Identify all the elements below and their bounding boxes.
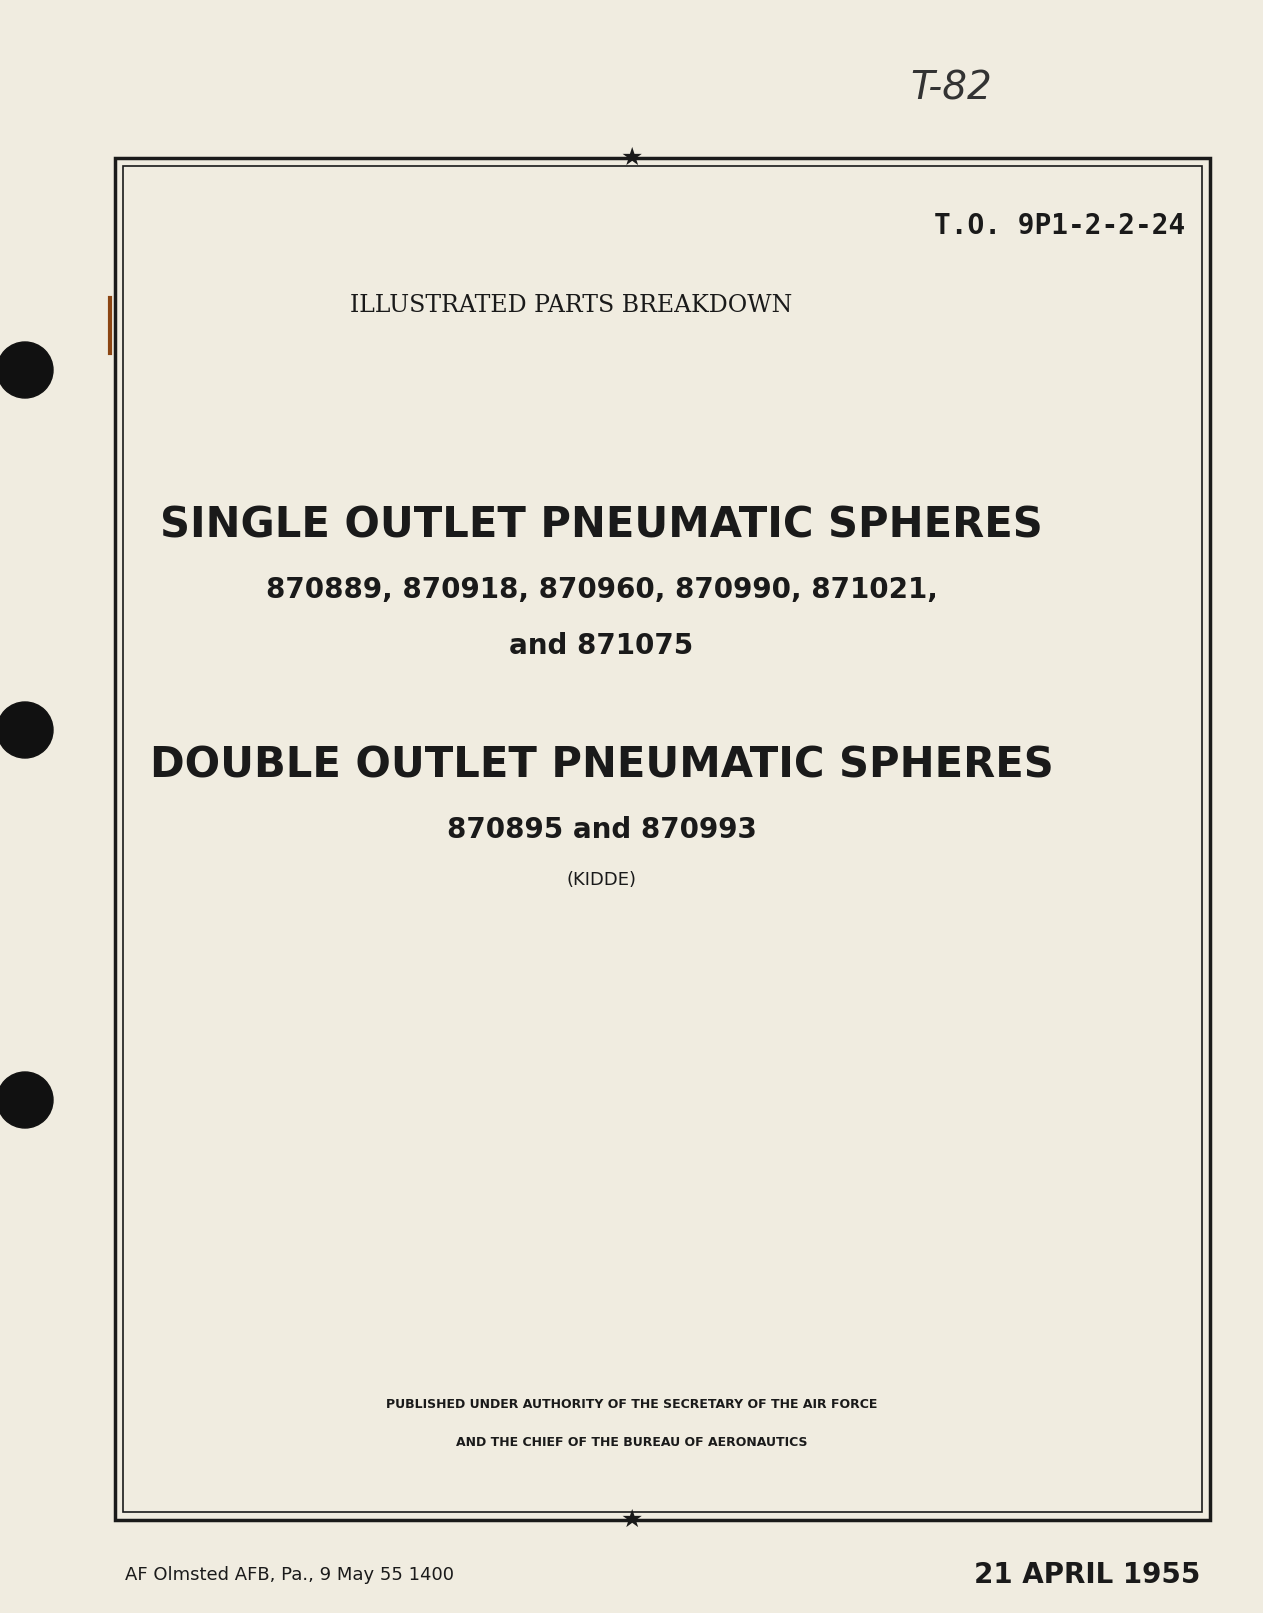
Text: ★: ★ — [620, 147, 643, 169]
Text: AND THE CHIEF OF THE BUREAU OF AERONAUTICS: AND THE CHIEF OF THE BUREAU OF AERONAUTI… — [456, 1437, 807, 1450]
Text: ILLUSTRATED PARTS BREAKDOWN: ILLUSTRATED PARTS BREAKDOWN — [350, 295, 793, 318]
Circle shape — [0, 702, 53, 758]
Text: (KIDDE): (KIDDE) — [567, 871, 637, 889]
Text: ★: ★ — [620, 1508, 643, 1532]
Text: SINGLE OUTLET PNEUMATIC SPHERES: SINGLE OUTLET PNEUMATIC SPHERES — [160, 505, 1043, 547]
Text: 870895 and 870993: 870895 and 870993 — [447, 816, 757, 844]
Text: T-82: T-82 — [911, 69, 991, 106]
Text: PUBLISHED UNDER AUTHORITY OF THE SECRETARY OF THE AIR FORCE: PUBLISHED UNDER AUTHORITY OF THE SECRETA… — [385, 1398, 878, 1411]
Circle shape — [0, 342, 53, 398]
Bar — [123, 166, 1202, 1511]
Text: 870889, 870918, 870960, 870990, 871021,: 870889, 870918, 870960, 870990, 871021, — [265, 576, 937, 603]
Text: DOUBLE OUTLET PNEUMATIC SPHERES: DOUBLE OUTLET PNEUMATIC SPHERES — [149, 745, 1053, 787]
Text: AF Olmsted AFB, Pa., 9 May 55 1400: AF Olmsted AFB, Pa., 9 May 55 1400 — [125, 1566, 453, 1584]
Text: T.O. 9P1-2-2-24: T.O. 9P1-2-2-24 — [933, 211, 1185, 240]
Circle shape — [0, 1073, 53, 1127]
Text: 21 APRIL 1955: 21 APRIL 1955 — [974, 1561, 1200, 1589]
Bar — [115, 158, 1210, 1519]
Text: and 871075: and 871075 — [509, 632, 693, 660]
